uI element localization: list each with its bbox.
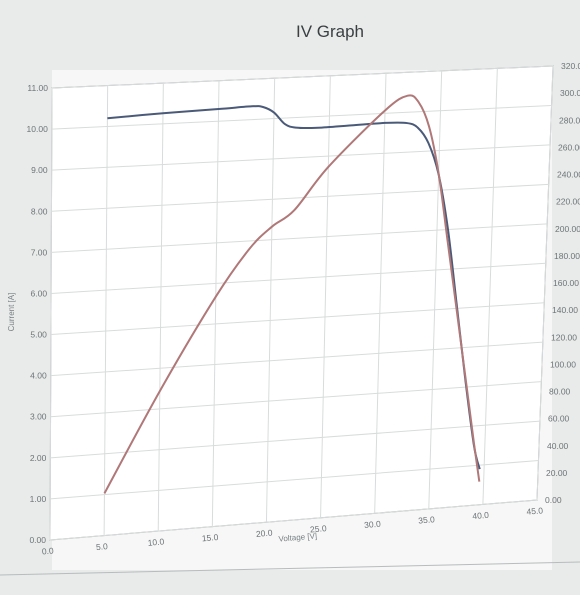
x-grid-line [49, 87, 53, 541]
y-grid-line [51, 223, 548, 253]
x-grid-line [536, 65, 554, 501]
tick-labels: 0.0 5.0 10.0 15.0 20.0 25.0 30.0 35.0 40.0 45.00.… [27, 61, 580, 557]
y-right-tick-label: 320.00 [561, 61, 580, 71]
y-right-tick-label: 0.00 [545, 495, 562, 505]
y-left-tick-label: 3.00 [30, 412, 47, 422]
y-left-tick-label: 5.00 [30, 330, 47, 340]
x-tick-label: 0.0 [41, 545, 54, 556]
y-right-tick-label: 140.00 [552, 305, 578, 315]
x-tick-label: 25.0 [310, 523, 328, 534]
chart-title: IV Graph [296, 22, 364, 41]
y-grid-line [51, 144, 551, 171]
y-grid-line [51, 65, 554, 89]
x-grid-line [265, 78, 276, 523]
x-tick-label: 40.0 [472, 510, 490, 521]
x-grid-line [428, 70, 443, 509]
x-tick-label: 30.0 [364, 519, 382, 530]
x-tick-label: 45.0 [526, 505, 544, 516]
y-left-tick-label: 4.00 [30, 371, 47, 381]
x-tick-label: 20.0 [256, 528, 274, 539]
y-right-tick-label: 20.00 [546, 468, 568, 478]
y-right-tick-label: 240.00 [557, 170, 580, 180]
y-left-tick-label: 10.00 [27, 124, 49, 134]
y-left-tick-label: 9.00 [31, 165, 48, 175]
grid-lines [49, 65, 554, 541]
y-grid-line [49, 499, 538, 541]
x-grid-line [482, 68, 498, 505]
x-grid-line [320, 75, 331, 518]
x-axis-label: Voltage [V] [278, 531, 317, 543]
y-grid-line [51, 262, 546, 294]
y-grid-line [50, 420, 540, 459]
x-grid-line [374, 73, 387, 514]
y-right-tick-label: 280.00 [559, 115, 580, 125]
y-grid-line [50, 460, 539, 500]
x-tick-label: 10.0 [147, 536, 165, 547]
y-left-tick-label: 2.00 [30, 453, 47, 463]
x-grid-line [157, 83, 164, 532]
y-left-tick-label: 11.00 [27, 83, 48, 93]
y-right-tick-label: 180.00 [554, 251, 580, 261]
y-right-tick-label: 100.00 [550, 359, 576, 369]
y-left-tick-label: 6.00 [31, 288, 48, 298]
y-right-tick-label: 260.00 [558, 142, 580, 152]
x-tick-label: 15.0 [201, 532, 219, 543]
y-grid-line [50, 381, 542, 418]
y-right-tick-label: 40.00 [547, 441, 569, 451]
series-lines [103, 94, 481, 494]
y-right-tick-label: 300.00 [560, 88, 580, 98]
y-right-tick-label: 120.00 [551, 332, 577, 342]
y-right-tick-label: 200.00 [555, 224, 580, 234]
y-grid-line [51, 104, 552, 130]
y-right-tick-label: 220.00 [556, 197, 580, 207]
x-tick-label: 35.0 [418, 514, 436, 525]
y-right-tick-label: 160.00 [553, 278, 579, 288]
y-left-tick-label: 8.00 [31, 206, 48, 216]
y-grid-line [51, 183, 549, 212]
y-right-tick-label: 60.00 [548, 414, 570, 424]
x-grid-line [211, 80, 220, 527]
y-left-tick-label: 1.00 [30, 494, 47, 504]
y-axis-label: Current [A] [7, 293, 16, 332]
y-right-tick-label: 80.00 [549, 387, 571, 397]
x-tick-label: 5.0 [96, 541, 109, 552]
x-grid-line [103, 85, 109, 536]
power-series-line [103, 94, 481, 494]
y-grid-line [50, 302, 545, 336]
bottom-edge-line [0, 561, 580, 576]
y-left-tick-label: 7.00 [31, 247, 48, 257]
y-left-tick-label: 0.00 [29, 535, 46, 545]
